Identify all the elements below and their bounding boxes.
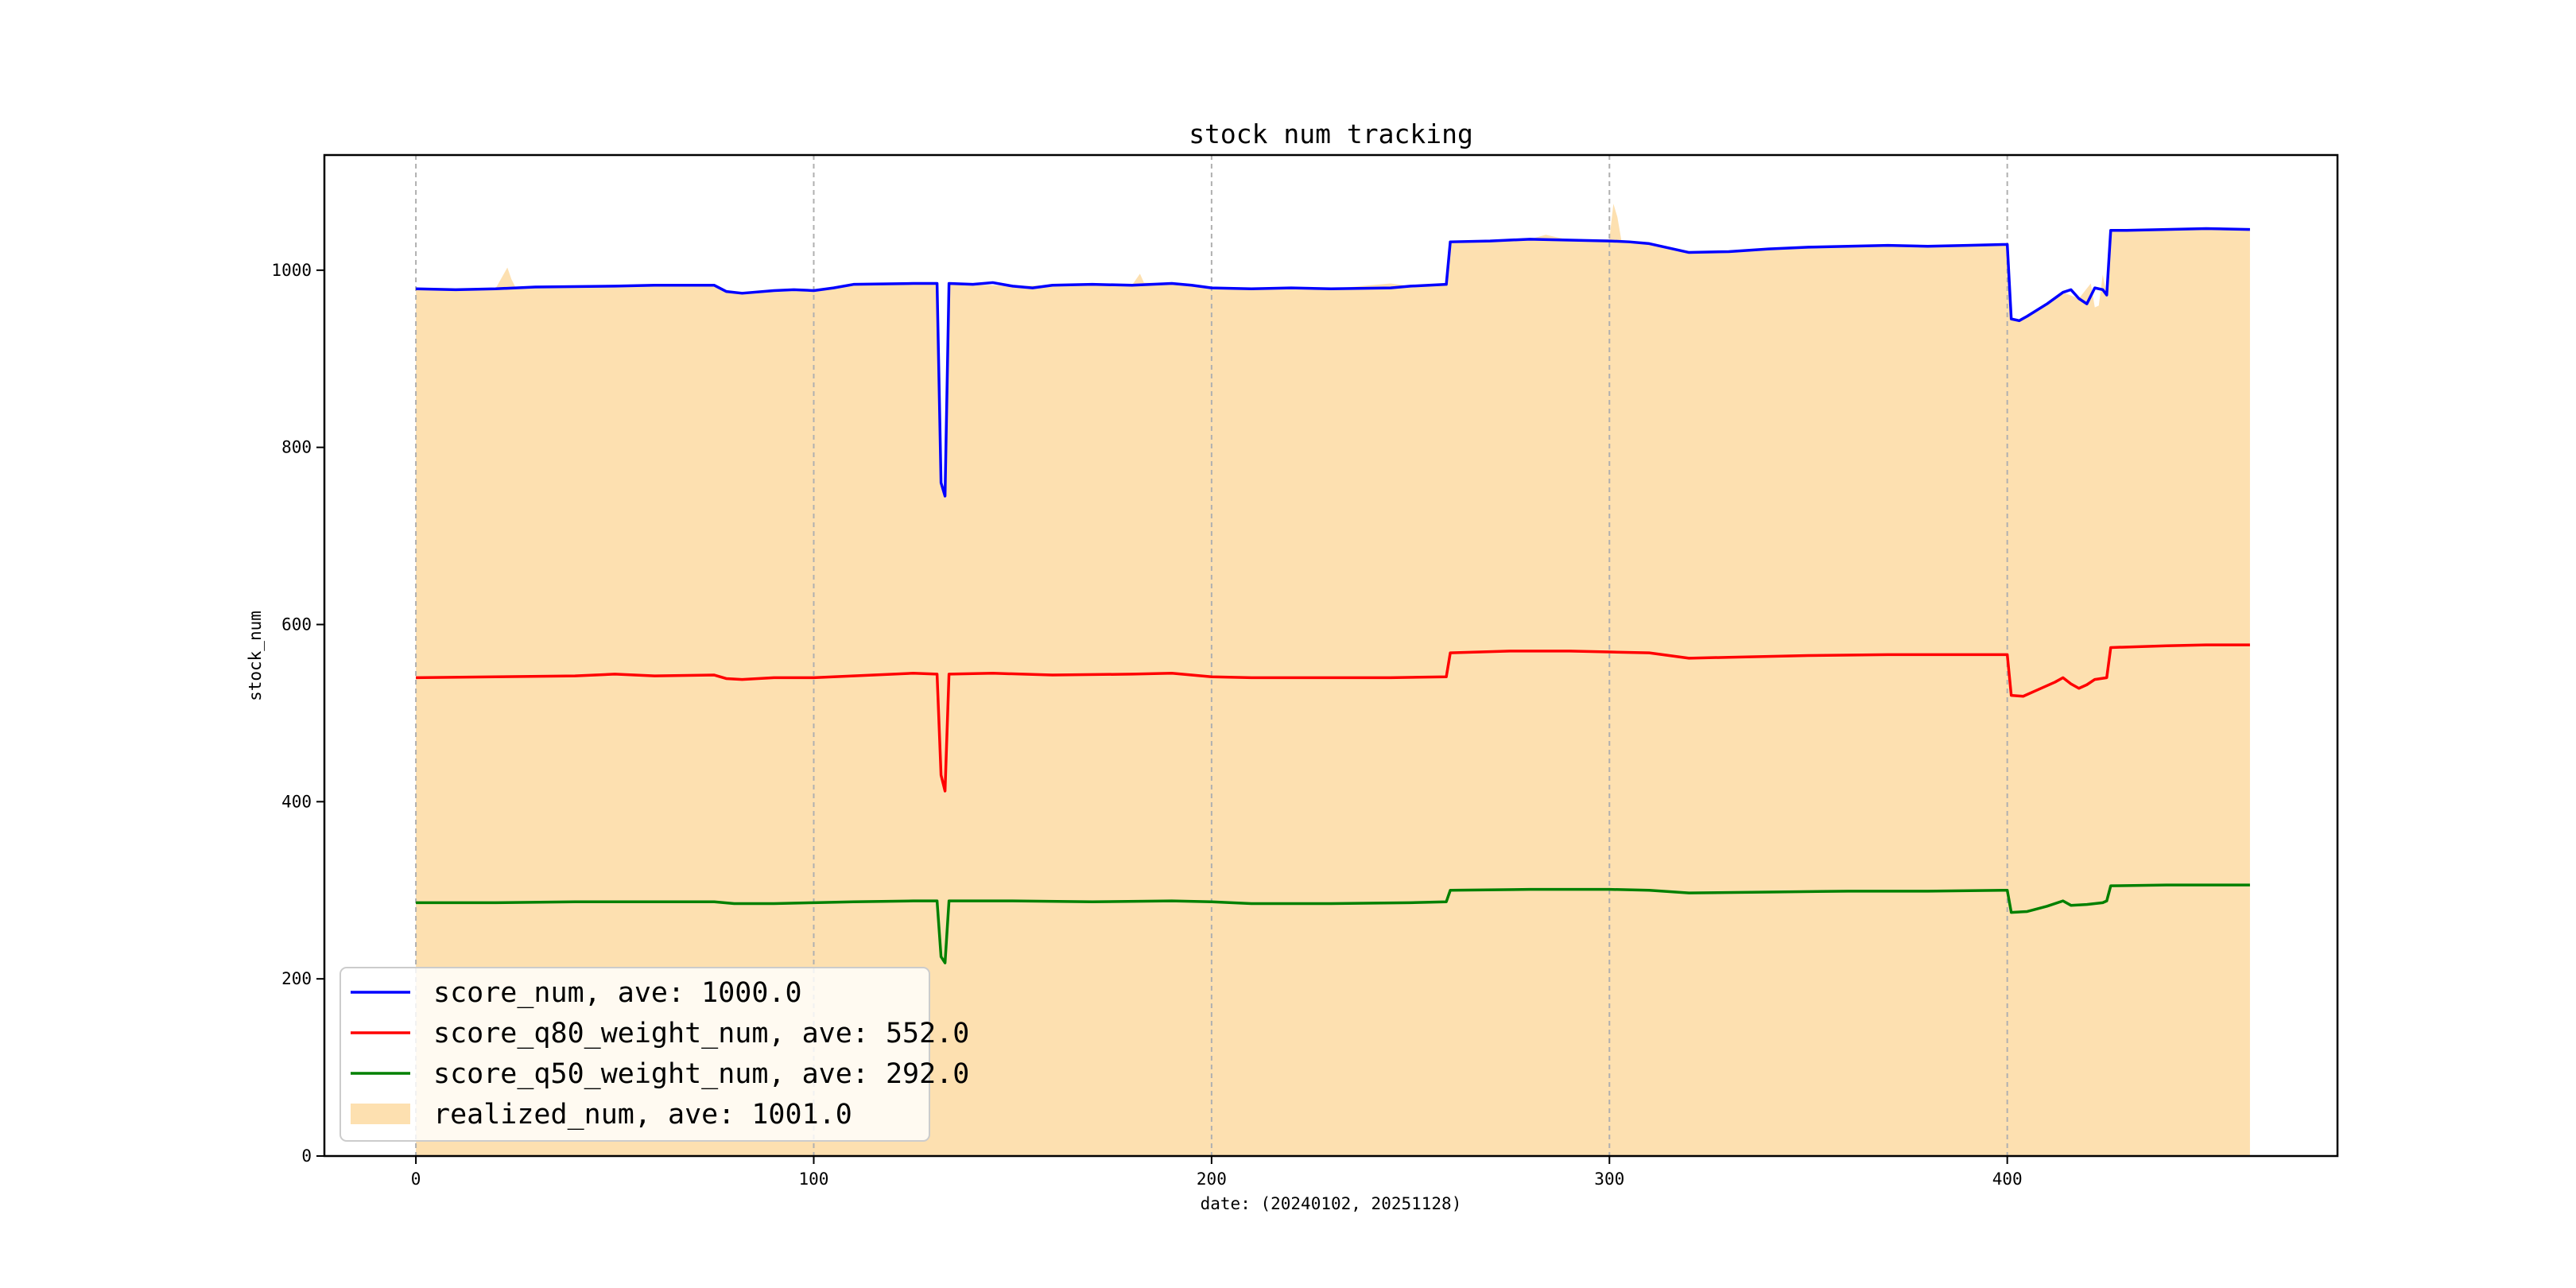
plot-frame	[323, 153, 2339, 1158]
y-tick-label: 600	[281, 615, 312, 634]
legend-swatch-realized-num	[351, 1104, 410, 1124]
legend-label-realized-num: realized_num, ave: 1001.0	[433, 1099, 852, 1131]
legend-box	[339, 967, 930, 1142]
legend-label-score-q50-weight-num: score_q50_weight_num, ave: 292.0	[433, 1058, 969, 1090]
y-tick-label: 400	[281, 792, 312, 811]
legend: score_num, ave: 1000.0 score_q80_weight_n…	[339, 967, 969, 1142]
y-tick-label: 0	[301, 1146, 312, 1166]
x-tick-label: 200	[1197, 1170, 1227, 1189]
x-tick-label: 100	[799, 1170, 829, 1189]
series-line-score-q80-weight-num	[416, 643, 2250, 793]
chart-title: stock num tracking	[1189, 118, 1473, 149]
x-tick-label: 400	[1992, 1170, 2023, 1189]
series-line-score-num	[416, 227, 2250, 498]
legend-label-score-num: score_num, ave: 1000.0	[433, 977, 802, 1009]
x-tick-label: 0	[411, 1170, 421, 1189]
y-tick-label: 800	[281, 438, 312, 457]
series-line-score-q50-weight-num	[416, 883, 2250, 964]
y-axis-label: stock_num	[246, 611, 265, 701]
y-tick-label: 200	[281, 969, 312, 988]
legend-label-score-q80-weight-num: score_q80_weight_num, ave: 552.0	[433, 1018, 969, 1049]
x-tick-label: 300	[1594, 1170, 1624, 1189]
series-area-realized-num	[416, 204, 2250, 1156]
x-axis-label: date: (20240102, 20251128)	[1201, 1194, 1462, 1213]
y-tick-label: 1000	[271, 261, 312, 280]
